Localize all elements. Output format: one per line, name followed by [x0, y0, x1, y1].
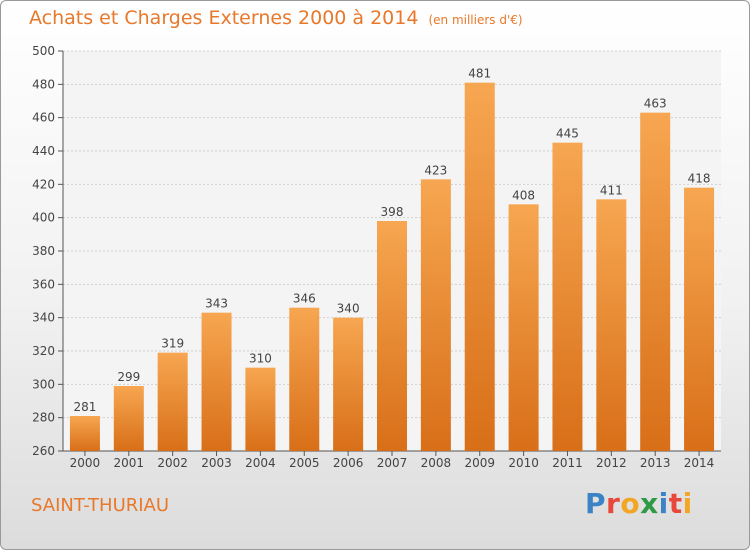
data-label-2014: 418 — [688, 172, 711, 186]
x-tick-label: 2004 — [245, 456, 276, 470]
bar-2002 — [157, 352, 188, 451]
bar-2014 — [684, 187, 715, 451]
y-tick-label: 340 — [32, 311, 55, 325]
x-tick-label: 2012 — [596, 456, 627, 470]
data-label-2008: 423 — [424, 163, 447, 177]
bar-2004 — [245, 367, 276, 451]
y-tick-label: 420 — [32, 177, 55, 191]
logo-letter: x — [640, 487, 659, 520]
bar-2011 — [552, 142, 583, 451]
x-tick-label: 2008 — [421, 456, 452, 470]
logo-letter: i — [658, 487, 669, 520]
x-tick-label: 2014 — [684, 456, 715, 470]
chart-title: Achats et Charges Externes 2000 à 2014 (e… — [29, 7, 523, 29]
y-tick-label: 280 — [32, 411, 55, 425]
bar-2001 — [113, 386, 144, 451]
title-text: Achats et Charges Externes 2000 à 2014 — [29, 7, 419, 29]
bar-2008 — [420, 179, 451, 452]
data-label-2003: 343 — [205, 297, 228, 311]
y-tick-label: 500 — [32, 44, 55, 58]
x-tick-label: 2007 — [377, 456, 408, 470]
y-tick-label: 260 — [32, 444, 55, 458]
x-tick-label: 2001 — [114, 456, 145, 470]
y-tick-label: 360 — [32, 277, 55, 291]
data-label-2010: 408 — [512, 188, 535, 202]
data-label-2009: 481 — [468, 67, 491, 81]
data-label-2000: 281 — [73, 400, 96, 414]
logo-letter: o — [620, 487, 641, 520]
y-tick-label: 300 — [32, 377, 55, 391]
unit-text: (en milliers d'€) — [428, 13, 523, 27]
bar-2010 — [508, 204, 539, 451]
data-label-2001: 299 — [117, 370, 140, 384]
bar-2005 — [289, 307, 320, 451]
bar-2009 — [464, 82, 495, 452]
logo-letter: i — [682, 487, 693, 520]
x-tick-label: 2002 — [157, 456, 188, 470]
data-label-2012: 411 — [600, 183, 623, 197]
y-tick-label: 480 — [32, 77, 55, 91]
x-tick-label: 2005 — [289, 456, 320, 470]
bar-2003 — [201, 312, 232, 451]
data-label-2005: 346 — [293, 292, 316, 306]
y-tick-label: 380 — [32, 244, 55, 258]
proxiti-logo: Proxiti — [585, 487, 693, 520]
data-label-2006: 340 — [337, 302, 360, 316]
x-tick-label: 2003 — [201, 456, 232, 470]
data-label-2002: 319 — [161, 337, 184, 351]
data-label-2011: 445 — [556, 127, 579, 141]
x-tick-label: 2000 — [70, 456, 101, 470]
logo-letter: t — [668, 487, 683, 520]
x-tick-label: 2011 — [552, 456, 583, 470]
bar-2013 — [640, 112, 671, 452]
data-label-2004: 310 — [249, 352, 272, 366]
bar-2012 — [596, 199, 627, 451]
y-tick-label: 440 — [32, 144, 55, 158]
y-tick-label: 460 — [32, 111, 55, 125]
x-tick-label: 2010 — [508, 456, 539, 470]
y-tick-label: 320 — [32, 344, 55, 358]
bar-2007 — [377, 221, 407, 451]
city-name: SAINT-THURIAU — [31, 495, 170, 516]
x-tick-label: 2013 — [640, 456, 671, 470]
bar-2000 — [69, 416, 100, 451]
logo-letter: P — [585, 487, 607, 520]
bar-2006 — [333, 317, 364, 451]
x-tick-label: 2006 — [333, 456, 364, 470]
y-tick-label: 400 — [32, 211, 55, 225]
x-tick-label: 2009 — [464, 456, 495, 470]
data-label-2007: 398 — [381, 205, 404, 219]
logo-letter: r — [606, 487, 621, 520]
data-label-2013: 463 — [644, 97, 667, 111]
